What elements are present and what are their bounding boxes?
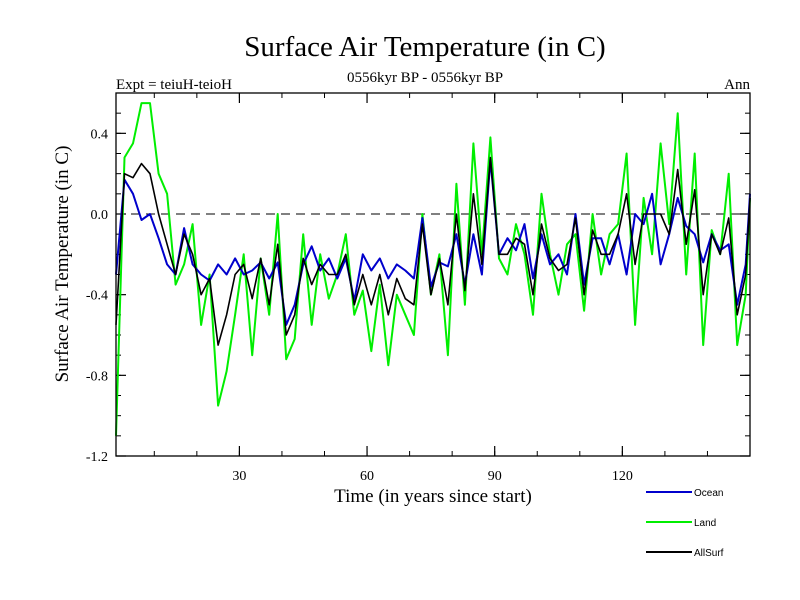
x-tick-label: 90 (488, 469, 502, 484)
chart-subtitle: 0556kyr BP - 0556kyr BP (347, 70, 503, 86)
plot-frame (115, 92, 751, 457)
series-line-land (115, 102, 751, 436)
season-label: Ann (724, 77, 750, 93)
plot-area: -1.2 -0.8 -0.4 0.0 0.4 30 60 90 120 (86, 92, 751, 484)
legend-label-allsurf: AllSurf (694, 548, 724, 559)
y-tick-label: -1.2 (86, 450, 108, 465)
x-axis-label: Time (in years since start) (334, 486, 532, 507)
legend: Ocean Land AllSurf (646, 488, 724, 559)
y-axis-label: Surface Air Temperature (in C) (52, 146, 73, 383)
x-tick-label: 30 (232, 469, 246, 484)
y-tick-label: -0.4 (86, 289, 108, 304)
y-tick-label: -0.8 (86, 369, 108, 384)
experiment-label: Expt = teiuH-teioH (116, 77, 232, 93)
y-tick-label: 0.0 (91, 208, 109, 223)
x-tick-label: 120 (612, 469, 633, 484)
legend-label-land: Land (694, 518, 716, 529)
legend-label-ocean: Ocean (694, 488, 723, 499)
chart-title: Surface Air Temperature (in C) (244, 31, 605, 63)
series-line-allsurf (115, 156, 751, 346)
y-tick-label: 0.4 (91, 127, 109, 142)
x-tick-label: 60 (360, 469, 374, 484)
